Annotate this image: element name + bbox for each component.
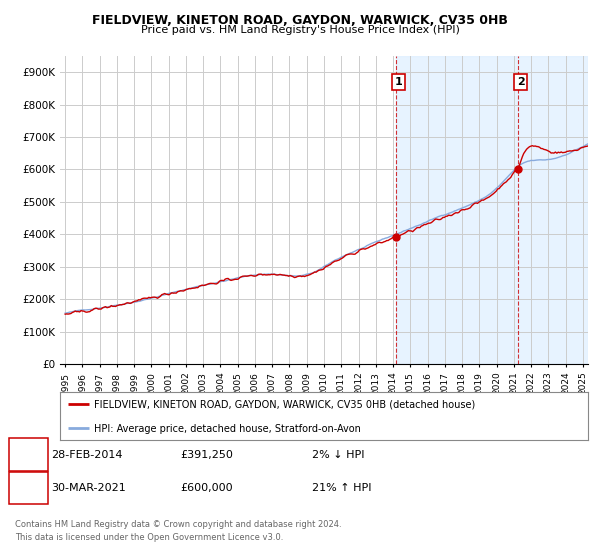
Text: £600,000: £600,000 [180,483,233,493]
Text: FIELDVIEW, KINETON ROAD, GAYDON, WARWICK, CV35 0HB (detached house): FIELDVIEW, KINETON ROAD, GAYDON, WARWICK… [94,400,476,410]
Text: Price paid vs. HM Land Registry's House Price Index (HPI): Price paid vs. HM Land Registry's House … [140,25,460,35]
Text: FIELDVIEW, KINETON ROAD, GAYDON, WARWICK, CV35 0HB: FIELDVIEW, KINETON ROAD, GAYDON, WARWICK… [92,14,508,27]
Text: Contains HM Land Registry data © Crown copyright and database right 2024.: Contains HM Land Registry data © Crown c… [15,520,341,529]
Text: 2: 2 [517,77,524,87]
Text: 30-MAR-2021: 30-MAR-2021 [51,483,126,493]
Text: 1: 1 [25,450,32,460]
Text: £391,250: £391,250 [180,450,233,460]
Text: 1: 1 [394,77,402,87]
Bar [396,56,588,364]
Text: 2: 2 [25,483,32,493]
Text: This data is licensed under the Open Government Licence v3.0.: This data is licensed under the Open Gov… [15,533,283,542]
Text: HPI: Average price, detached house, Stratford-on-Avon: HPI: Average price, detached house, Stra… [94,424,361,433]
Text: 21% ↑ HPI: 21% ↑ HPI [312,483,371,493]
Text: 28-FEB-2014: 28-FEB-2014 [51,450,122,460]
Text: 2% ↓ HPI: 2% ↓ HPI [312,450,365,460]
